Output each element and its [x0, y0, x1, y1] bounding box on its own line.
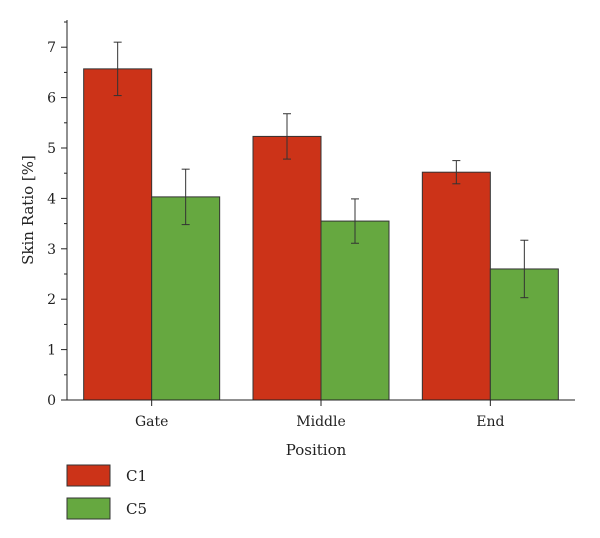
bar-c5-gate: [151, 196, 221, 401]
x-axis-label: Position: [286, 441, 347, 459]
legend-swatch-c5: [66, 497, 111, 520]
y-tick-label: 5: [47, 141, 56, 157]
x-tick-label: Middle: [296, 414, 346, 430]
y-tick-label: 4: [47, 191, 56, 207]
legend-swatch-c1: [66, 464, 111, 487]
y-tick-label: 1: [47, 343, 56, 359]
y-tick-label: 7: [47, 40, 56, 56]
y-tick-label: 3: [47, 242, 56, 258]
y-axis-label: Skin Ratio [%]: [19, 155, 37, 265]
bars-layer: [83, 68, 559, 401]
x-tick-label: Gate: [135, 414, 168, 430]
y-tick-label: 2: [47, 292, 56, 308]
y-ticks-layer: 0 1 2 3 4 5 6 7: [47, 21, 67, 409]
bar-c1-middle: [252, 135, 322, 401]
bar-c1-end: [421, 171, 491, 401]
legend-label-c1: C1: [126, 467, 147, 485]
y-tick-label: 0: [47, 393, 56, 409]
error-bars-layer: [113, 41, 529, 299]
x-ticks-layer: Gate Middle End: [135, 400, 504, 430]
bar-c1-gate: [83, 68, 153, 401]
y-tick-label: 6: [47, 91, 56, 107]
legend: C1 C5: [66, 464, 147, 520]
legend-label-c5: C5: [126, 500, 147, 518]
x-tick-label: End: [476, 414, 504, 430]
bar-c5-middle: [320, 220, 390, 401]
